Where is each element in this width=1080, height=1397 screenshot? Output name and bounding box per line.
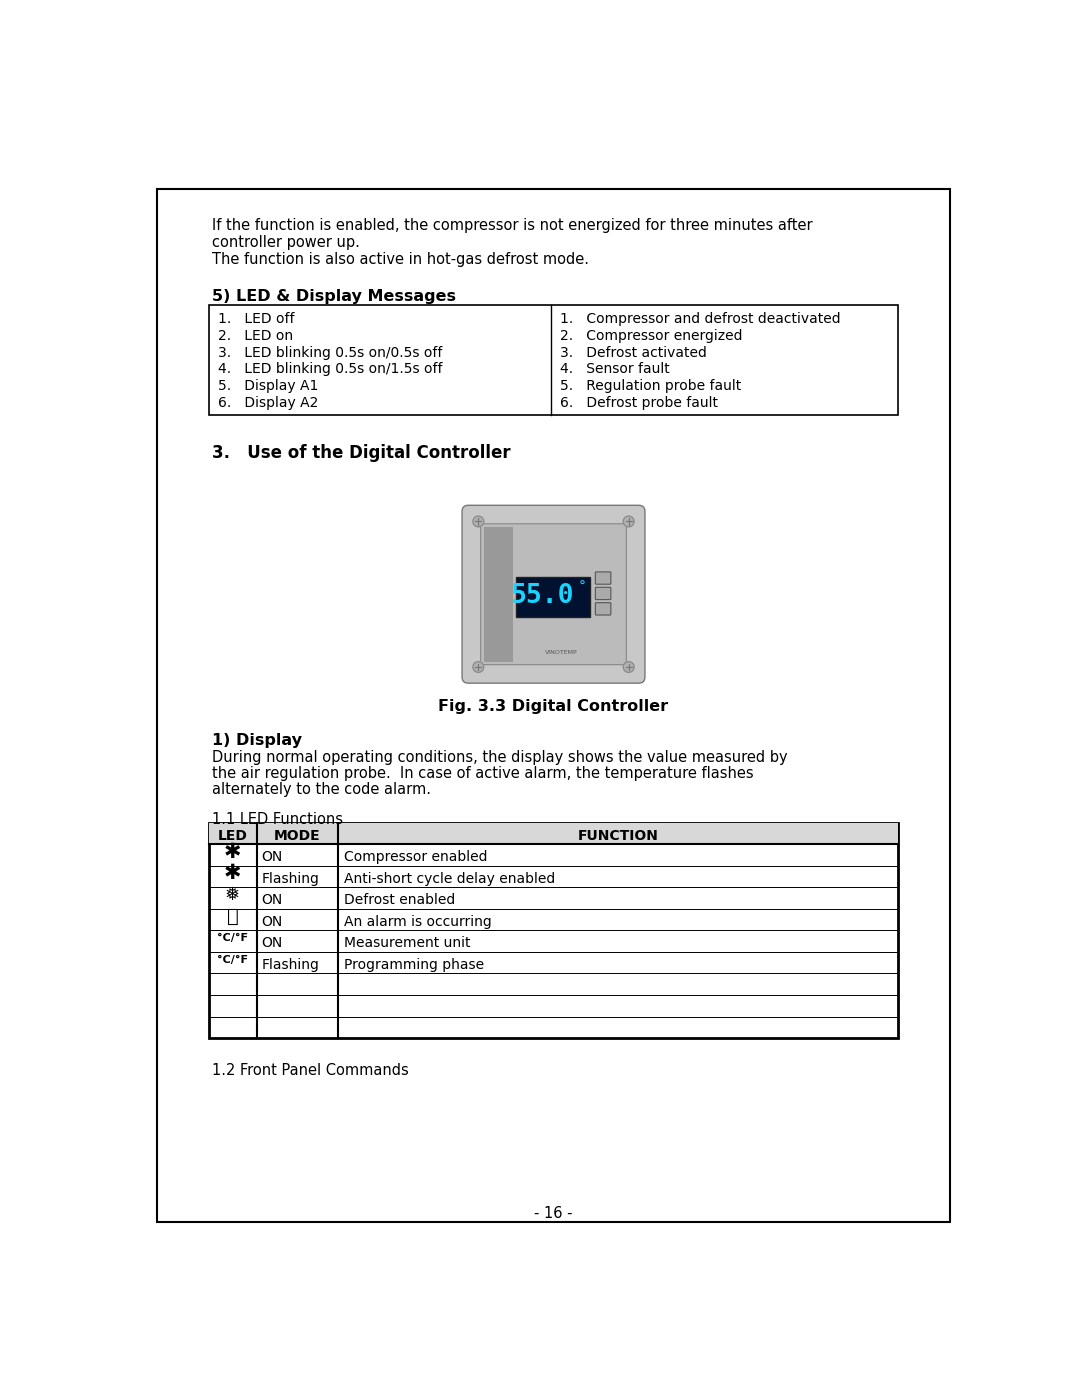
Text: 1.   Compressor and defrost deactivated: 1. Compressor and defrost deactivated bbox=[561, 312, 841, 326]
Text: 1.   LED off: 1. LED off bbox=[218, 312, 295, 326]
FancyBboxPatch shape bbox=[481, 524, 626, 665]
FancyBboxPatch shape bbox=[595, 602, 611, 615]
Bar bbox=[208, 823, 899, 844]
Text: 3.   Defrost activated: 3. Defrost activated bbox=[561, 345, 707, 359]
Text: An alarm is occurring: An alarm is occurring bbox=[345, 915, 492, 929]
Text: 5.   Display A1: 5. Display A1 bbox=[218, 380, 319, 394]
Text: 55.0: 55.0 bbox=[511, 584, 573, 609]
Text: 4.   LED blinking 0.5s on/1.5s off: 4. LED blinking 0.5s on/1.5s off bbox=[218, 362, 443, 376]
Text: 1.1 LED Functions: 1.1 LED Functions bbox=[213, 812, 343, 827]
Text: FUNCTION: FUNCTION bbox=[578, 828, 659, 842]
Text: 1.2 Front Panel Commands: 1.2 Front Panel Commands bbox=[213, 1063, 409, 1077]
Text: 6.   Defrost probe fault: 6. Defrost probe fault bbox=[561, 397, 718, 411]
Text: ✱: ✱ bbox=[224, 863, 242, 883]
Text: ON: ON bbox=[261, 915, 283, 929]
Text: °C/°F: °C/°F bbox=[217, 954, 248, 964]
Text: controller power up.: controller power up. bbox=[213, 235, 361, 250]
Text: 3.   LED blinking 0.5s on/0.5s off: 3. LED blinking 0.5s on/0.5s off bbox=[218, 345, 443, 359]
Text: °: ° bbox=[579, 580, 585, 594]
Text: Fig. 3.3 Digital Controller: Fig. 3.3 Digital Controller bbox=[438, 698, 669, 714]
Text: Defrost enabled: Defrost enabled bbox=[345, 893, 456, 908]
Circle shape bbox=[623, 662, 634, 672]
Text: 5.   Regulation probe fault: 5. Regulation probe fault bbox=[561, 380, 742, 394]
Text: Flashing: Flashing bbox=[261, 958, 320, 972]
Text: 4.   Sensor fault: 4. Sensor fault bbox=[561, 362, 671, 376]
Text: 5) LED & Display Messages: 5) LED & Display Messages bbox=[213, 289, 457, 303]
Text: the air regulation probe.  In case of active alarm, the temperature flashes: the air regulation probe. In case of act… bbox=[213, 767, 754, 781]
Circle shape bbox=[623, 515, 634, 527]
Text: 1) Display: 1) Display bbox=[213, 733, 302, 749]
Text: During normal operating conditions, the display shows the value measured by: During normal operating conditions, the … bbox=[213, 750, 788, 766]
Text: ON: ON bbox=[261, 893, 283, 908]
Text: ··: ·· bbox=[517, 587, 526, 599]
Text: Measurement unit: Measurement unit bbox=[345, 936, 471, 950]
Circle shape bbox=[473, 662, 484, 672]
Text: ON: ON bbox=[261, 851, 283, 865]
FancyBboxPatch shape bbox=[595, 587, 611, 599]
Text: VINOTEMP: VINOTEMP bbox=[545, 650, 578, 655]
Text: If the function is enabled, the compressor is not energized for three minutes af: If the function is enabled, the compress… bbox=[213, 218, 813, 233]
FancyBboxPatch shape bbox=[462, 506, 645, 683]
Text: ✱: ✱ bbox=[224, 842, 242, 862]
Text: 6.   Display A2: 6. Display A2 bbox=[218, 397, 319, 411]
Text: - 16 -: - 16 - bbox=[535, 1207, 572, 1221]
Text: 2.   Compressor energized: 2. Compressor energized bbox=[561, 328, 743, 342]
Bar bbox=[208, 823, 899, 1038]
Text: Anti-short cycle delay enabled: Anti-short cycle delay enabled bbox=[345, 872, 555, 886]
Text: MODE: MODE bbox=[274, 828, 321, 842]
FancyBboxPatch shape bbox=[595, 571, 611, 584]
Bar bbox=[484, 527, 513, 662]
Circle shape bbox=[473, 515, 484, 527]
Text: ⦿: ⦿ bbox=[227, 907, 239, 926]
Bar bbox=[516, 577, 590, 617]
Text: °C/°F: °C/°F bbox=[217, 933, 248, 943]
Text: The function is also active in hot-gas defrost mode.: The function is also active in hot-gas d… bbox=[213, 251, 590, 267]
Text: 3.   Use of the Digital Controller: 3. Use of the Digital Controller bbox=[213, 444, 511, 462]
Bar bbox=[208, 306, 899, 415]
Text: Programming phase: Programming phase bbox=[345, 958, 484, 972]
Text: Flashing: Flashing bbox=[261, 872, 320, 886]
Text: 2.   LED on: 2. LED on bbox=[218, 328, 293, 342]
Text: alternately to the code alarm.: alternately to the code alarm. bbox=[213, 782, 432, 798]
Text: ON: ON bbox=[261, 936, 283, 950]
Text: LED: LED bbox=[218, 828, 247, 842]
Text: Compressor enabled: Compressor enabled bbox=[345, 851, 488, 865]
Text: ❅: ❅ bbox=[225, 886, 240, 904]
